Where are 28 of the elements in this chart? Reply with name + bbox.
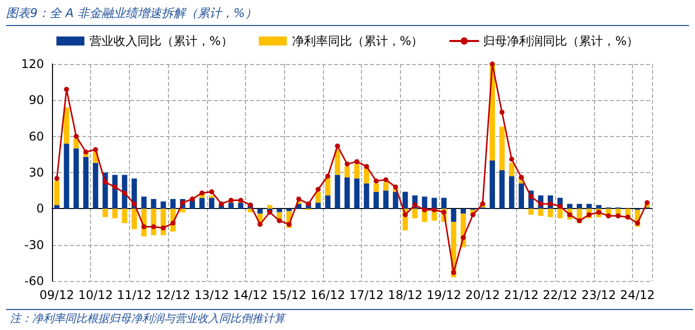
x-tick-label: 19/12 [426,288,462,302]
legend-label: 营业收入同比（累计，%） [89,34,233,48]
y-tick-label: 60 [28,129,44,144]
y-tick-label: -30 [24,238,44,252]
x-tick-label: 20/12 [465,288,500,302]
legend-label: 净利率同比（累计，%） [292,34,424,48]
y-tick-label: 120 [21,57,44,71]
x-tick-label: 23/12 [581,288,616,302]
x-tick-label: 09/12 [40,288,74,302]
x-tick-label: 13/12 [194,288,229,302]
x-tick-label: 15/12 [272,288,306,302]
legend-label: 归母净利润同比（累计，%） [483,34,639,48]
x-tick-label: 11/12 [116,288,152,302]
x-tick-label: 16/12 [310,288,346,302]
x-tick-label: 14/12 [233,288,268,302]
chart-title: 图表9：全 A 非金融业绩增速拆解（累计，%） [6,4,689,26]
y-tick-label: 0 [36,202,44,216]
x-tick-label: 22/12 [542,288,578,302]
y-tick-label: 30 [28,166,44,180]
text: 注：净利率同比根据归母净利润与营业收入同比倒推计算 [6,309,693,328]
x-tick-label: 18/12 [388,288,423,302]
x-tick-label: 24/12 [620,288,655,302]
x-tick-label: 12/12 [156,288,190,302]
y-tick-label: 90 [28,93,44,108]
x-tick-label: 21/12 [504,288,539,302]
x-tick-label: 10/12 [78,288,113,302]
y-tick-label: -60 [24,274,44,288]
x-tick-label: 17/12 [349,288,384,302]
